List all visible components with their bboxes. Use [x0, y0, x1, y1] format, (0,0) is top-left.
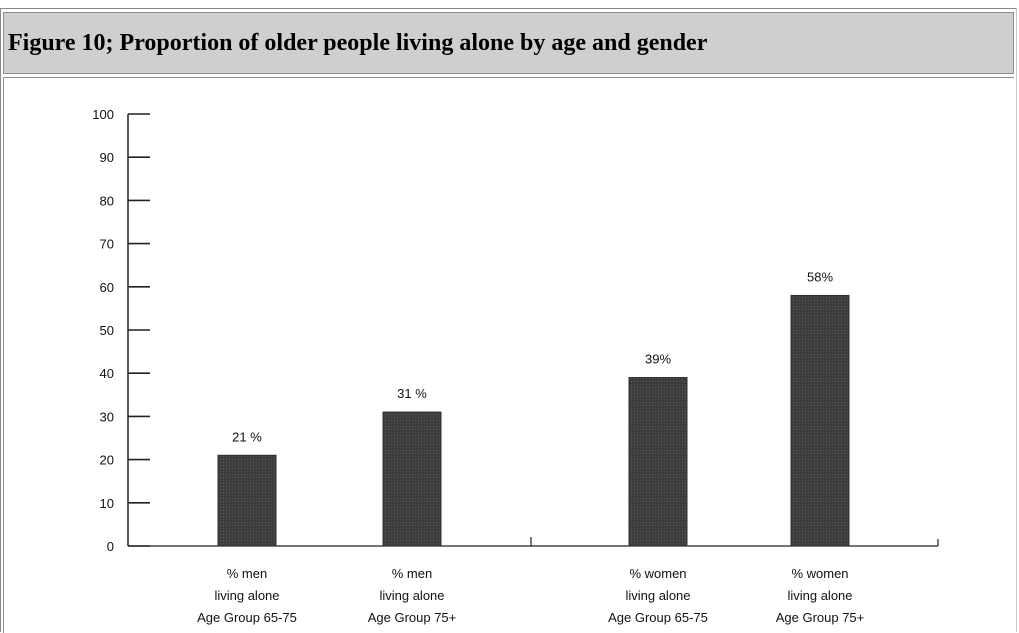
- data-label: 21 %: [232, 429, 262, 444]
- category-label: living alone: [379, 588, 444, 603]
- figure-title: Figure 10; Proportion of older people li…: [3, 12, 1014, 74]
- y-tick-label: 100: [92, 107, 114, 122]
- bar-chart: 0 10 20 30 40 50 60 70 80 90 100 21 % % men living al…: [92, 107, 939, 625]
- y-tick-label: 30: [100, 409, 114, 424]
- category-label: Age Group 65-75: [608, 610, 708, 625]
- data-label: 39%: [645, 352, 671, 367]
- category-label: Age Group 75+: [368, 610, 457, 625]
- category-label: Age Group 75+: [776, 610, 865, 625]
- category-label: living alone: [625, 588, 690, 603]
- y-tick-label: 80: [100, 193, 114, 208]
- bar: [790, 294, 850, 547]
- y-tick-label: 10: [100, 496, 114, 511]
- category-label: % women: [791, 566, 848, 581]
- bar: [382, 411, 442, 547]
- category-label: % men: [227, 566, 267, 581]
- y-tick-label: 90: [100, 150, 114, 165]
- y-tick-label: 20: [100, 453, 114, 468]
- y-tick-label: 50: [100, 323, 114, 338]
- data-label: 58%: [807, 269, 833, 284]
- category-label: living alone: [214, 588, 279, 603]
- data-label: 31 %: [397, 386, 427, 401]
- figure-table: Figure 10; Proportion of older people li…: [0, 8, 1017, 633]
- category-label: Age Group 65-75: [197, 610, 297, 625]
- category-label: % men: [392, 566, 432, 581]
- category-label: % women: [629, 566, 686, 581]
- chart-area: 0 10 20 30 40 50 60 70 80 90 100 21 % % men living al…: [3, 77, 1014, 633]
- category-label: living alone: [787, 588, 852, 603]
- y-tick-label: 40: [100, 366, 114, 381]
- y-tick-label: 0: [107, 539, 114, 554]
- bar: [217, 454, 277, 547]
- bar: [628, 377, 688, 547]
- y-tick-label: 60: [100, 280, 114, 295]
- y-tick-label: 70: [100, 237, 114, 252]
